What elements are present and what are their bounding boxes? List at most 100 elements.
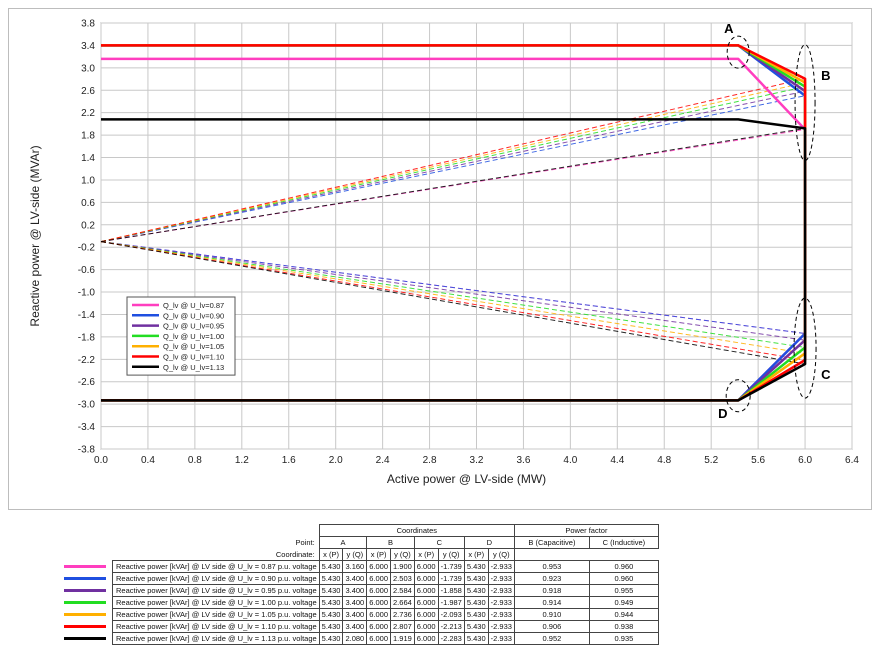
row-value: 2.080 xyxy=(342,632,368,645)
row-value: 6.000 xyxy=(413,620,439,633)
table-row: Reactive power [kVAr] @ LV side @ U_lv =… xyxy=(60,620,659,633)
row-power-factor: 0.918 xyxy=(513,584,590,597)
row-swatch-line xyxy=(64,637,106,640)
coordinates-table: Coordinates Power factor Point: A B C D … xyxy=(60,524,659,645)
row-value: -2.933 xyxy=(487,632,515,645)
header-yq: y (Q) xyxy=(390,548,415,561)
dashed-line-to-b xyxy=(100,129,806,243)
header-spacer xyxy=(514,549,589,561)
row-power-factor: 0.923 xyxy=(513,572,590,585)
legend-entry: Q_lv @ U_lv=1.10 xyxy=(163,353,224,362)
header-spacer xyxy=(60,537,113,549)
row-label: Reactive power [kVAr] @ LV side @ U_lv =… xyxy=(112,584,320,597)
row-swatch xyxy=(60,633,113,645)
row-label: Reactive power [kVAr] @ LV side @ U_lv =… xyxy=(112,596,320,609)
row-swatch-line xyxy=(64,613,106,616)
x-tick-label: 1.6 xyxy=(282,455,296,466)
point-label-a: A xyxy=(724,21,734,36)
row-value: 5.430 xyxy=(463,560,489,573)
table-header-row-coords: Coordinate: x (P) y (Q) x (P) y (Q) x (P… xyxy=(60,548,658,561)
row-value: 5.430 xyxy=(318,620,344,633)
row-value: -2.933 xyxy=(487,584,515,597)
legend-entry: Q_lv @ U_lv=1.00 xyxy=(163,332,224,341)
table-header-row-groups: Coordinates Power factor xyxy=(60,524,659,537)
row-value: 6.000 xyxy=(366,584,392,597)
row-swatch-line xyxy=(64,565,106,568)
table-row: Reactive power [kVAr] @ LV side @ U_lv =… xyxy=(60,584,659,597)
header-point-d: D xyxy=(463,536,515,549)
row-value: 3.400 xyxy=(342,608,368,621)
row-value: 6.000 xyxy=(413,608,439,621)
row-value: 5.430 xyxy=(318,560,344,573)
x-tick-label: 2.4 xyxy=(376,455,390,466)
x-axis-title: Active power @ LV-side (MW) xyxy=(387,472,546,486)
row-value: 6.000 xyxy=(413,632,439,645)
y-tick-label: 0.2 xyxy=(81,220,95,231)
x-tick-label: 0.0 xyxy=(94,455,108,466)
y-tick-label: 0.6 xyxy=(81,198,95,209)
row-value: 5.430 xyxy=(463,572,489,585)
header-coordinate-label: Coordinate: xyxy=(275,549,315,559)
row-value: -2.933 xyxy=(487,572,515,585)
row-value: 5.430 xyxy=(318,608,344,621)
row-value: -1.987 xyxy=(437,596,465,609)
y-tick-label: -0.2 xyxy=(78,243,96,254)
row-value: 2.664 xyxy=(390,596,415,609)
row-label: Reactive power [kVAr] @ LV side @ U_lv =… xyxy=(112,632,320,645)
x-tick-label: 3.2 xyxy=(470,455,484,466)
row-value: 2.736 xyxy=(390,608,415,621)
x-tick-label: 2.8 xyxy=(423,455,437,466)
header-xp: x (P) xyxy=(318,548,344,561)
row-label: Reactive power [kVAr] @ LV side @ U_lv =… xyxy=(112,620,320,633)
row-value: -2.933 xyxy=(487,596,515,609)
header-point-c: C xyxy=(413,536,465,549)
row-power-factor: 0.955 xyxy=(588,584,659,597)
table-row: Reactive power [kVAr] @ LV side @ U_lv =… xyxy=(60,572,659,585)
row-value: 5.430 xyxy=(318,596,344,609)
row-swatch-line xyxy=(64,625,106,628)
x-tick-label: 4.0 xyxy=(563,455,577,466)
row-value: 1.919 xyxy=(390,632,415,645)
table-row: Reactive power [kVAr] @ LV side @ U_lv =… xyxy=(60,632,659,645)
row-value: 6.000 xyxy=(366,632,392,645)
dashed-line-to-b xyxy=(100,127,806,243)
table-body: Reactive power [kVAr] @ LV side @ U_lv =… xyxy=(60,560,659,645)
row-value: 3.160 xyxy=(342,560,368,573)
y-tick-label: -3.4 xyxy=(78,422,96,433)
chart-frame: 0.0 0.4 0.8 1.2 1.6 2.0 2.4 2.8 3.2 3.6 4.0 4.4 4.8 5… xyxy=(8,8,872,510)
x-tick-label: 4.8 xyxy=(657,455,671,466)
table-row: Reactive power [kVAr] @ LV side @ U_lv =… xyxy=(60,596,659,609)
row-label: Reactive power [kVAr] @ LV side @ U_lv =… xyxy=(112,608,320,621)
header-yq: y (Q) xyxy=(437,548,465,561)
table-row: Reactive power [kVAr] @ LV side @ U_lv =… xyxy=(60,560,659,573)
y-tick-label: 1.4 xyxy=(81,153,95,164)
row-power-factor: 0.944 xyxy=(588,608,659,621)
row-power-factor: 0.935 xyxy=(588,632,659,645)
y-tick-label: -1.8 xyxy=(78,332,96,343)
x-tick-label: 0.4 xyxy=(141,455,155,466)
row-value: 5.430 xyxy=(463,620,489,633)
row-swatch-line xyxy=(64,589,106,592)
region-b-outline xyxy=(794,44,816,162)
row-power-factor: 0.953 xyxy=(513,560,590,573)
x-tick-label: 4.4 xyxy=(610,455,624,466)
x-tick-label: 2.0 xyxy=(329,455,343,466)
capability-chart: 0.0 0.4 0.8 1.2 1.6 2.0 2.4 2.8 3.2 3.6 4.0 4.4 4.8 5… xyxy=(28,19,859,487)
row-power-factor: 0.960 xyxy=(588,572,659,585)
dashed-line-to-b xyxy=(100,86,806,243)
row-label: Reactive power [kVAr] @ LV side @ U_lv =… xyxy=(112,572,320,585)
row-swatch-line xyxy=(64,577,106,580)
point-label-d: D xyxy=(718,406,727,421)
header-spacer xyxy=(589,549,658,561)
table-header-row-points: Point: A B C D B (Capacitive) C (Inducti… xyxy=(60,536,659,549)
y-tick-label: -2.6 xyxy=(78,377,96,388)
y-tick-label: 3.0 xyxy=(81,63,95,74)
row-value: 5.430 xyxy=(318,632,344,645)
point-label-b: B xyxy=(821,68,830,83)
row-value: 6.000 xyxy=(366,560,392,573)
legend-entry: Q_lv @ U_lv=1.05 xyxy=(163,342,224,351)
header-pf-b: B (Capacitive) xyxy=(513,536,590,549)
header-yq: y (Q) xyxy=(487,548,515,561)
header-pf-c: C (Inductive) xyxy=(588,536,659,549)
row-value: 6.000 xyxy=(366,608,392,621)
